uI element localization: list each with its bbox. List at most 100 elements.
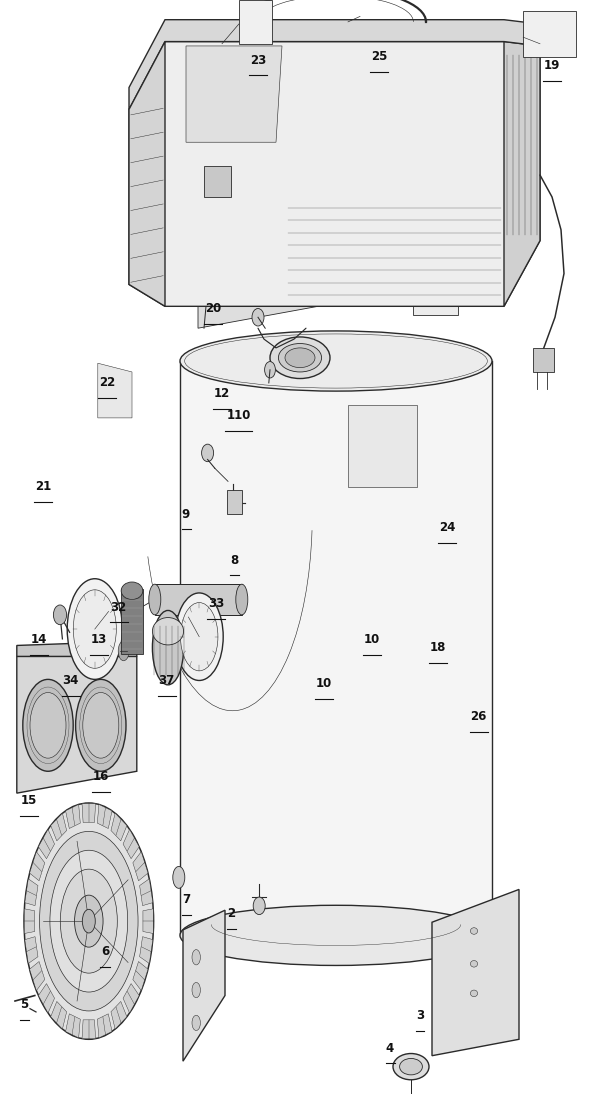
Text: 110: 110 [227, 409, 251, 422]
Polygon shape [29, 852, 45, 881]
Text: 24: 24 [439, 521, 455, 534]
Bar [121, 589, 143, 654]
Polygon shape [129, 20, 540, 109]
Circle shape [192, 950, 200, 965]
Text: 22: 22 [98, 376, 115, 389]
Ellipse shape [121, 582, 143, 600]
Circle shape [82, 909, 95, 933]
Circle shape [74, 895, 103, 947]
Polygon shape [17, 641, 137, 656]
Polygon shape [186, 46, 282, 142]
Bar [204, 166, 231, 197]
Text: 32: 32 [110, 601, 127, 614]
Text: 3: 3 [416, 1009, 424, 1022]
Polygon shape [51, 813, 67, 841]
Polygon shape [129, 42, 540, 306]
Circle shape [73, 590, 116, 668]
Circle shape [181, 603, 218, 671]
Text: 15: 15 [20, 794, 37, 807]
Text: 13: 13 [91, 633, 107, 647]
Polygon shape [111, 1001, 127, 1029]
Text: 19: 19 [544, 59, 560, 72]
Polygon shape [129, 42, 165, 306]
Text: 10: 10 [364, 633, 380, 647]
Circle shape [23, 679, 73, 771]
Ellipse shape [470, 928, 478, 934]
Ellipse shape [180, 330, 492, 392]
Polygon shape [65, 804, 80, 828]
Polygon shape [133, 852, 148, 881]
Text: 18: 18 [430, 641, 446, 654]
Polygon shape [38, 829, 55, 859]
Circle shape [173, 866, 185, 888]
Polygon shape [82, 1020, 95, 1038]
Bar [239, 0, 272, 44]
Text: 26: 26 [470, 710, 487, 723]
Text: 9: 9 [182, 508, 190, 521]
Bar [227, 490, 242, 514]
Ellipse shape [180, 905, 492, 966]
Ellipse shape [53, 605, 67, 625]
Polygon shape [38, 984, 55, 1013]
Ellipse shape [470, 961, 478, 967]
Text: 33: 33 [208, 597, 224, 610]
Polygon shape [65, 1014, 80, 1038]
Circle shape [192, 1015, 200, 1031]
Bar [313, 206, 335, 230]
Text: 12: 12 [214, 387, 230, 400]
Polygon shape [97, 1014, 112, 1038]
Bar [413, 284, 458, 315]
Text: 5: 5 [20, 998, 28, 1011]
Polygon shape [82, 804, 95, 823]
Ellipse shape [152, 617, 184, 645]
Text: 6: 6 [101, 945, 109, 958]
Polygon shape [143, 909, 153, 933]
Circle shape [83, 693, 119, 758]
Ellipse shape [285, 348, 315, 368]
Bar [385, 195, 407, 219]
Ellipse shape [278, 344, 322, 372]
Polygon shape [17, 656, 137, 793]
Text: 16: 16 [92, 770, 109, 783]
Polygon shape [133, 962, 148, 990]
Bar [155, 584, 242, 615]
Circle shape [67, 579, 122, 679]
Text: 8: 8 [230, 554, 238, 567]
Text: 20: 20 [205, 302, 221, 315]
Text: 25: 25 [371, 50, 388, 63]
Ellipse shape [470, 990, 478, 997]
Polygon shape [504, 42, 540, 306]
Text: 2: 2 [227, 907, 235, 920]
Text: 23: 23 [250, 54, 266, 67]
Bar [180, 361, 492, 935]
Polygon shape [183, 910, 225, 1061]
Bar [523, 11, 576, 57]
Polygon shape [25, 878, 38, 906]
Ellipse shape [202, 444, 214, 462]
Bar [533, 348, 554, 372]
Circle shape [175, 593, 223, 680]
Text: 4: 4 [386, 1041, 394, 1055]
Circle shape [24, 803, 154, 1039]
Circle shape [60, 869, 118, 974]
Ellipse shape [252, 309, 264, 326]
Ellipse shape [400, 1059, 422, 1074]
Text: 34: 34 [62, 674, 79, 687]
Circle shape [40, 831, 138, 1011]
Circle shape [50, 850, 128, 992]
Polygon shape [98, 363, 132, 418]
Polygon shape [140, 878, 153, 906]
Text: 21: 21 [35, 480, 52, 493]
Ellipse shape [270, 337, 330, 379]
Polygon shape [111, 813, 127, 841]
Ellipse shape [265, 361, 275, 379]
Circle shape [30, 693, 66, 758]
Polygon shape [25, 909, 35, 933]
Polygon shape [123, 984, 139, 1013]
Circle shape [76, 679, 126, 771]
Circle shape [192, 982, 200, 998]
Ellipse shape [152, 610, 184, 685]
Polygon shape [25, 936, 38, 964]
Polygon shape [198, 230, 468, 328]
Circle shape [118, 641, 129, 661]
